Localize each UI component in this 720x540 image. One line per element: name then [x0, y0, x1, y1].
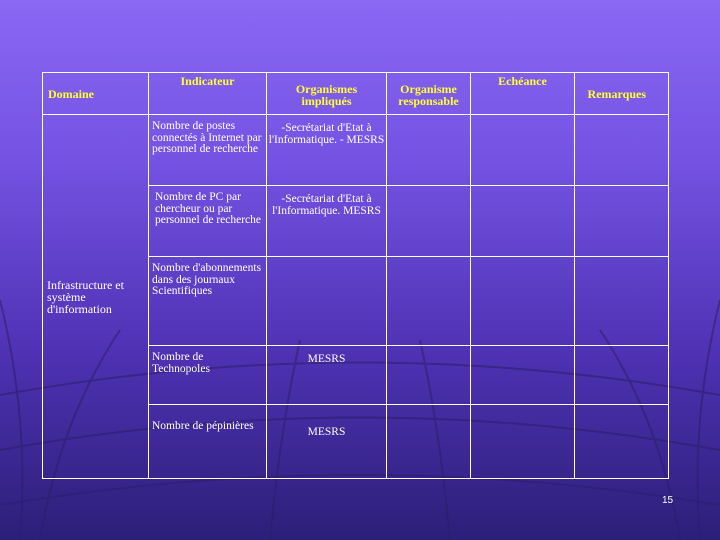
- echeance-cell: [471, 257, 575, 346]
- header-indicateur: Indicateur: [149, 73, 267, 115]
- header-echeance: Echéance: [471, 73, 575, 115]
- header-organismes-impliques: Organismes impliqués: [267, 73, 387, 115]
- indicateur-cell: Nombre de pépinières: [149, 405, 267, 478]
- remarques-cell: [575, 346, 668, 405]
- remarques-cell: [575, 186, 668, 257]
- organismes-cell: MESRS: [267, 346, 387, 405]
- organismes-cell: [267, 257, 387, 346]
- domaine-cell: Infrastructure et système d'information: [43, 115, 149, 478]
- echeance-cell: [471, 405, 575, 478]
- organismes-cell: -Secrétariat d'Etat à l'Informatique. ME…: [267, 186, 387, 257]
- echeance-cell: [471, 115, 575, 186]
- domaine-value: Infrastructure et système d'information: [47, 277, 124, 316]
- responsable-cell: [387, 115, 471, 186]
- indicateur-cell: Nombre de PC par chercheur ou par person…: [149, 186, 267, 257]
- header-organisme-responsable: Organisme responsable: [387, 73, 471, 115]
- responsable-cell: [387, 257, 471, 346]
- remarques-cell: [575, 115, 668, 186]
- slide-number: 15: [662, 495, 674, 506]
- responsable-cell: [387, 186, 471, 257]
- header-domaine: Domaine: [43, 73, 149, 115]
- remarques-cell: [575, 257, 668, 346]
- responsable-cell: [387, 405, 471, 478]
- echeance-cell: [471, 346, 575, 405]
- header-remarques: Remarques: [575, 73, 668, 115]
- indicateur-cell: Nombre de Technopoles: [149, 346, 267, 405]
- echeance-cell: [471, 186, 575, 257]
- organismes-cell: -Secrétariat d'Etat à l'Informatique. - …: [267, 115, 387, 186]
- remarques-cell: [575, 405, 668, 478]
- responsable-cell: [387, 346, 471, 405]
- indicateur-cell: Nombre de postes connectés à Internet pa…: [149, 115, 267, 186]
- organismes-cell: MESRS: [267, 405, 387, 478]
- indicateur-cell: Nombre d'abonnements dans des journaux S…: [149, 257, 267, 346]
- indicator-table: Domaine Indicateur Organismes impliqués …: [42, 72, 669, 479]
